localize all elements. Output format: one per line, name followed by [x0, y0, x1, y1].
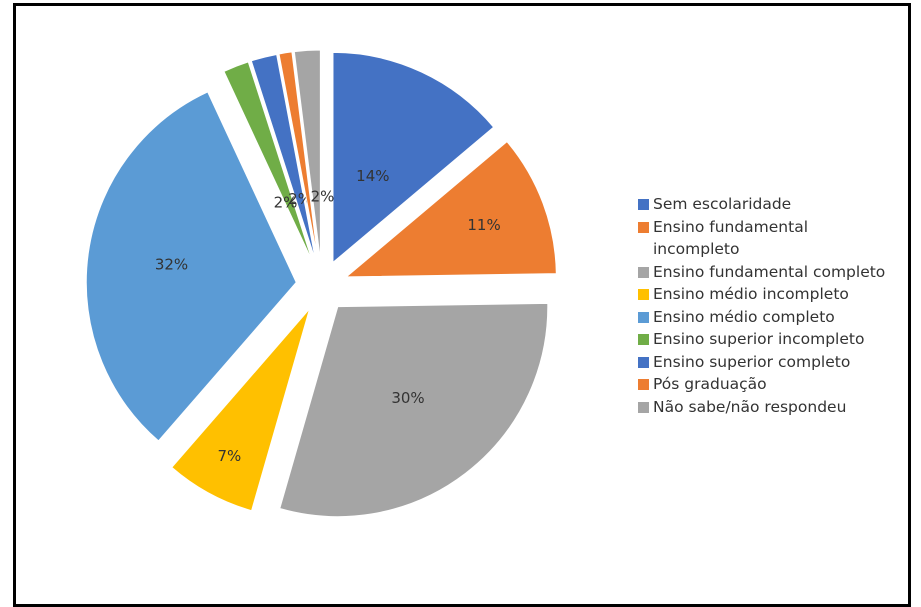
- legend-item: Ensino superior completo: [638, 351, 885, 374]
- pie-slice: [278, 51, 319, 261]
- legend-label: Não sabe/não respondeu: [653, 397, 847, 416]
- legend-swatch: [638, 289, 649, 300]
- legend-item: Pós graduação: [638, 373, 885, 396]
- legend-swatch: [638, 266, 649, 278]
- legend-item: Ensino médio incompleto: [638, 283, 885, 306]
- slice-data-label: 2%: [311, 188, 335, 206]
- legend-item: Ensino superior incompleto: [638, 328, 885, 351]
- legend-label: Ensino superior incompleto: [653, 330, 865, 348]
- legend-item: Ensino fundamental incompleto: [638, 216, 885, 261]
- legend-label: Sem escolaridade: [653, 195, 792, 213]
- legend-item: Ensino médio completo: [638, 306, 885, 329]
- slice-data-label: 30%: [391, 389, 424, 407]
- legend-swatch: [638, 334, 649, 345]
- pie-slice: [85, 91, 297, 442]
- pie-slice: [223, 61, 313, 263]
- pie-slice: [279, 302, 549, 518]
- legend-label: Ensino fundamental incompleto: [653, 217, 809, 259]
- legend: Sem escolaridade Ensino fundamental incom…: [638, 193, 885, 418]
- legend-item: Sem escolaridade: [638, 193, 885, 216]
- slice-data-label: 32%: [155, 255, 188, 273]
- legend-label: Ensino médio incompleto: [653, 285, 849, 303]
- legend-label: Ensino médio completo: [653, 307, 835, 326]
- pie-slice: [171, 308, 311, 512]
- legend-swatch: [638, 199, 649, 210]
- pie-slice: [293, 49, 321, 261]
- slice-data-label: 14%: [356, 167, 389, 185]
- legend-label: Pós graduação: [653, 375, 767, 393]
- legend-swatch: [638, 356, 649, 368]
- slice-data-label: 7%: [217, 447, 241, 465]
- legend-swatch: [638, 311, 649, 323]
- slice-data-label: 11%: [467, 216, 500, 234]
- pie-chart: 14%11%30%7%32%2%2%1%2%: [85, 6, 557, 518]
- legend-swatch: [638, 379, 649, 390]
- slice-data-label: 2%: [274, 194, 298, 212]
- chart-frame: 14%11%30%7%32%2%2%1%2% Sem escolaridadeE…: [13, 3, 911, 607]
- legend-item: Não sabe/não respondeu: [638, 396, 885, 419]
- legend-item: Ensino fundamental completo: [638, 261, 885, 284]
- legend-swatch: [638, 401, 649, 413]
- legend-label: Ensino superior completo: [653, 352, 851, 371]
- pie-slice: [250, 53, 317, 261]
- slice-data-label: 1%: [265, 6, 289, 9]
- pie-slice: [344, 140, 557, 278]
- legend-label: Ensino fundamental completo: [653, 262, 886, 281]
- pie-slice: [332, 51, 495, 264]
- legend-swatch: [638, 221, 649, 233]
